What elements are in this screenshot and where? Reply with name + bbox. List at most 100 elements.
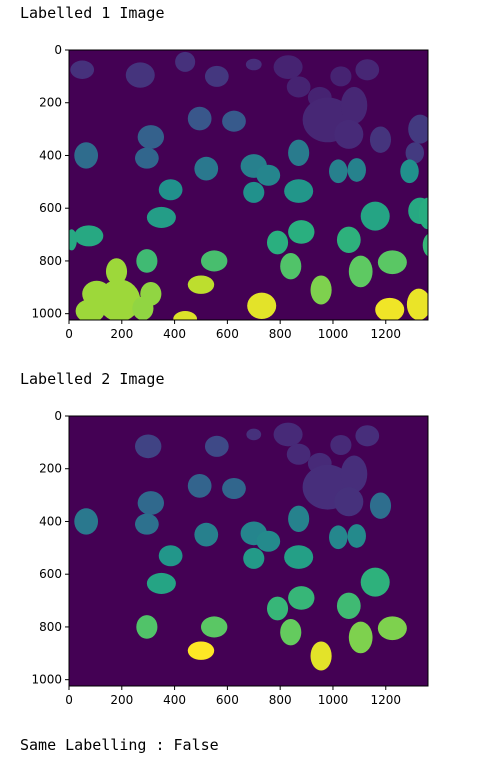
x-tick-label: 800 bbox=[269, 327, 292, 341]
label-region bbox=[194, 522, 219, 547]
label-region bbox=[288, 505, 310, 533]
label-region bbox=[132, 296, 154, 320]
label-region bbox=[329, 159, 348, 184]
label-region bbox=[310, 641, 332, 671]
label-region bbox=[187, 474, 212, 498]
label-region bbox=[310, 275, 332, 305]
label-region bbox=[286, 76, 311, 98]
label-region bbox=[247, 292, 277, 319]
label-region bbox=[377, 250, 407, 275]
y-tick-label: 1000 bbox=[31, 307, 62, 321]
label-region bbox=[369, 492, 392, 519]
label-region bbox=[280, 253, 302, 280]
label-region bbox=[330, 66, 352, 87]
label-region bbox=[158, 545, 183, 567]
y-tick-label: 200 bbox=[39, 96, 62, 110]
label-region bbox=[158, 179, 183, 201]
label-region bbox=[347, 524, 366, 548]
y-tick-label: 0 bbox=[54, 43, 62, 57]
x-tick-label: 800 bbox=[269, 693, 292, 707]
label-region bbox=[288, 139, 310, 167]
output-label-1: Labelled 1 Image bbox=[20, 4, 165, 22]
label-region bbox=[245, 58, 262, 71]
label-region bbox=[204, 435, 229, 457]
label-region bbox=[330, 434, 352, 456]
output-label-2: Labelled 2 Image bbox=[20, 370, 165, 388]
label-region bbox=[288, 586, 315, 610]
label-region bbox=[146, 572, 176, 594]
x-tick-label: 600 bbox=[216, 327, 239, 341]
label-region bbox=[222, 110, 246, 132]
label-region bbox=[70, 60, 95, 80]
label-region bbox=[355, 59, 380, 81]
label-region bbox=[266, 230, 289, 255]
label-region bbox=[75, 299, 105, 320]
label-region bbox=[200, 616, 228, 638]
label-region bbox=[136, 249, 158, 273]
label-region bbox=[405, 142, 425, 164]
label-region bbox=[246, 428, 262, 441]
label-region bbox=[340, 455, 368, 493]
label-region bbox=[105, 258, 128, 285]
label-region bbox=[348, 255, 373, 288]
label-region bbox=[288, 220, 315, 244]
x-tick-label: 1200 bbox=[370, 693, 401, 707]
label-region bbox=[408, 114, 428, 144]
label-region bbox=[348, 621, 373, 654]
label-region bbox=[369, 126, 392, 153]
y-tick-label: 400 bbox=[39, 148, 62, 162]
y-tick-label: 600 bbox=[39, 201, 62, 215]
label-region bbox=[187, 641, 215, 660]
label-region bbox=[200, 250, 228, 272]
x-tick-label: 1000 bbox=[318, 693, 349, 707]
label-region bbox=[340, 86, 368, 124]
x-tick-label: 400 bbox=[163, 693, 186, 707]
label-region bbox=[134, 147, 159, 169]
label-region bbox=[146, 206, 176, 228]
x-tick-label: 200 bbox=[110, 327, 133, 341]
label-region bbox=[273, 55, 303, 80]
x-tick-label: 0 bbox=[65, 693, 73, 707]
label-region bbox=[334, 119, 364, 149]
label-region bbox=[280, 619, 302, 646]
label-region bbox=[377, 616, 407, 641]
label-region bbox=[74, 508, 99, 535]
label-region bbox=[266, 596, 289, 621]
label-region bbox=[336, 592, 361, 620]
x-tick-label: 400 bbox=[163, 327, 186, 341]
label-region bbox=[336, 226, 361, 254]
y-tick-label: 200 bbox=[39, 462, 62, 476]
label-region bbox=[256, 164, 281, 186]
label-region bbox=[134, 434, 162, 459]
label-region bbox=[400, 159, 419, 184]
label-region bbox=[74, 142, 99, 169]
y-tick-label: 0 bbox=[54, 409, 62, 423]
label-region bbox=[334, 487, 364, 517]
label-region bbox=[284, 179, 314, 203]
label-region bbox=[136, 615, 158, 639]
label-region bbox=[175, 51, 196, 72]
label-region bbox=[204, 65, 229, 87]
label-region bbox=[284, 545, 314, 569]
y-tick-label: 1000 bbox=[31, 673, 62, 687]
label-region bbox=[187, 106, 212, 131]
x-tick-label: 1000 bbox=[318, 327, 349, 341]
label-region bbox=[137, 491, 165, 515]
same-labelling-result: Same Labelling : False bbox=[20, 736, 219, 754]
label-region bbox=[69, 229, 77, 251]
label-region bbox=[329, 525, 348, 550]
x-tick-label: 600 bbox=[216, 693, 239, 707]
x-tick-label: 1200 bbox=[370, 327, 401, 341]
label-region bbox=[222, 477, 246, 500]
y-tick-label: 600 bbox=[39, 567, 62, 581]
label-region bbox=[418, 197, 428, 230]
label-region bbox=[134, 513, 159, 535]
label-region bbox=[137, 125, 165, 149]
label-image-plot-1: 0 200 400 600 800 1000 1200 0 200 400 600 800 1000 bbox=[31, 43, 429, 341]
label-region bbox=[243, 547, 265, 569]
label-region bbox=[422, 233, 428, 257]
label-region bbox=[256, 530, 281, 552]
label-region bbox=[194, 156, 219, 181]
label-region bbox=[406, 288, 428, 320]
label-region bbox=[360, 201, 390, 231]
